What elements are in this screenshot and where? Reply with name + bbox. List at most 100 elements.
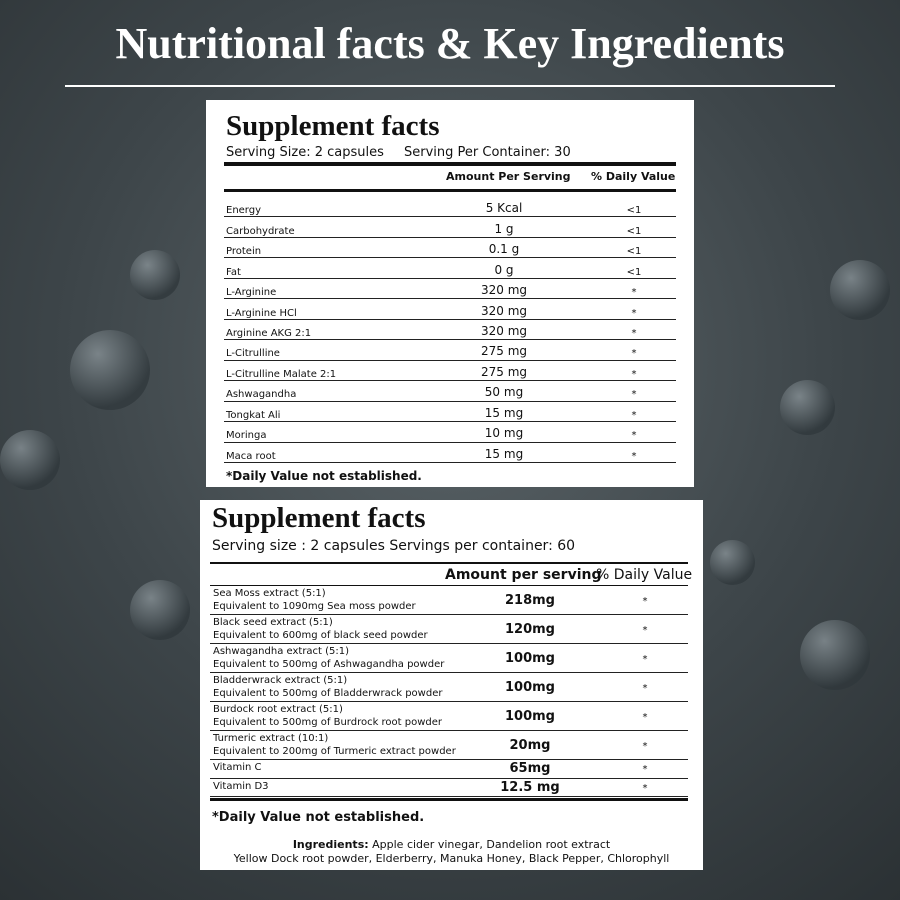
title-rule	[65, 85, 835, 87]
table-row: Tongkat Ali 15 mg *	[224, 402, 676, 423]
ingredient-equivalent: Equivalent to 200mg of Turmeric extract …	[213, 746, 456, 757]
ingredients: Ingredients: Apple cider vinegar, Dandel…	[200, 838, 703, 851]
table-row: Bladderwrack extract (5:1) Equivalent to …	[210, 673, 688, 702]
amount: 320 mg	[480, 323, 528, 338]
ingredient-name: Vitamin C	[213, 762, 262, 773]
ingredient-name: Vitamin D3	[213, 780, 269, 792]
molecule	[130, 580, 190, 640]
daily-value: *	[631, 287, 637, 299]
divider	[210, 798, 688, 801]
daily-value: *	[631, 307, 637, 319]
ingredient-equivalent: Equivalent to 500mg of Bladderwrack powd…	[213, 688, 443, 699]
ingredient-equivalent: Equivalent to 500mg of Ashwagandha powde…	[213, 659, 445, 670]
table-row: Turmeric extract (10:1) Equivalent to 200…	[210, 731, 688, 760]
nutrient-name: Maca root	[226, 450, 276, 462]
amount: 120mg	[505, 621, 555, 637]
amount: 5 Kcal	[485, 201, 523, 216]
daily-value: *	[642, 740, 648, 752]
amount: 0 g	[494, 262, 514, 277]
daily-value: *	[642, 595, 648, 607]
ingredient-name: Bladderwrack extract (5:1)	[213, 675, 348, 686]
ingredient-name: Sea Moss extract (5:1)	[213, 588, 326, 599]
facts-panel: Supplement facts Serving size : 2 capsul…	[200, 500, 703, 870]
amount: 320 mg	[480, 303, 528, 318]
daily-value: <1	[626, 266, 642, 278]
amount: 10 mg	[484, 426, 524, 441]
column-header: Amount Per Serving	[446, 170, 571, 183]
molecule	[800, 620, 870, 690]
amount: 50 mg	[484, 385, 524, 400]
panel-title: Supplement facts	[212, 502, 426, 534]
ingredient-name: Black seed extract (5:1)	[213, 617, 333, 628]
ingredient-name: Burdock root extract (5:1)	[213, 704, 343, 715]
table-row: L-Citrulline Malate 2:1 275 mg *	[224, 361, 676, 382]
nutrient-name: Moringa	[226, 430, 267, 442]
nutrient-name: Arginine AKG 2:1	[226, 327, 312, 339]
amount: 0.1 g	[488, 242, 520, 257]
table-row: Fat 0 g <1	[224, 258, 676, 279]
nutrient-name: L-Arginine	[226, 287, 277, 299]
ingredients-label: Ingredients:	[292, 838, 369, 851]
table-row: Burdock root extract (5:1) Equivalent to …	[210, 702, 688, 731]
divider	[210, 562, 688, 564]
table-row: L-Arginine HCl 320 mg *	[224, 299, 676, 320]
divider	[224, 189, 676, 192]
table-row: Ashwagandha extract (5:1) Equivalent to 5…	[210, 644, 688, 673]
divider	[210, 585, 688, 586]
table-row: Arginine AKG 2:1 320 mg *	[224, 320, 676, 341]
amount: 65mg	[509, 761, 551, 777]
amount: 12.5 mg	[500, 779, 560, 795]
molecule	[710, 540, 755, 585]
footnote: *Daily Value not established.	[226, 469, 422, 483]
amount: 100mg	[505, 650, 555, 666]
ingredient-equivalent: Equivalent to 500mg of Burdrock root pow…	[213, 717, 443, 728]
daily-value: *	[631, 430, 637, 442]
amount: 100mg	[505, 679, 555, 695]
facts-panel: Supplement facts Serving Size: 2 capsule…	[206, 100, 694, 487]
nutrient-name: L-Citrulline Malate 2:1	[226, 368, 337, 380]
table-row: Vitamin D3 12.5 mg *	[210, 779, 688, 797]
servings-per-container: Serving Per Container: 30	[404, 145, 571, 160]
daily-value: *	[631, 368, 637, 380]
table-row: Protein 0.1 g <1	[224, 238, 676, 259]
molecule	[830, 260, 890, 320]
nutrient-name: L-Citrulline	[226, 348, 280, 360]
amount: 275 mg	[480, 364, 528, 379]
amount: 1 g	[494, 221, 514, 236]
daily-value: *	[642, 653, 648, 665]
column-header: % Daily Value	[591, 170, 676, 183]
nutrient-name: Tongkat Ali	[226, 409, 281, 421]
molecule	[130, 250, 180, 300]
amount: 100mg	[505, 708, 555, 724]
table-row: Vitamin C 65mg *	[210, 760, 688, 779]
daily-value: *	[642, 782, 648, 794]
daily-value: *	[631, 389, 637, 401]
ingredient-name: Turmeric extract (10:1)	[213, 733, 329, 744]
daily-value: *	[642, 711, 648, 723]
molecule	[780, 380, 835, 435]
daily-value: *	[631, 450, 637, 462]
amount: 15 mg	[484, 446, 524, 461]
molecule	[70, 330, 150, 410]
table-row: Moringa 10 mg *	[224, 422, 676, 443]
table-row: Sea Moss extract (5:1) Equivalent to 1090…	[210, 586, 688, 615]
daily-value: *	[642, 764, 648, 776]
amount: 320 mg	[480, 283, 528, 298]
serving-size: Serving size : 2 capsules Servings per c…	[212, 538, 576, 554]
table-row: Maca root 15 mg *	[224, 443, 676, 463]
nutrient-name: Carbohydrate	[226, 225, 295, 237]
daily-value: <1	[626, 225, 642, 237]
ingredient-equivalent: Equivalent to 1090mg Sea moss powder	[213, 601, 416, 612]
ingredients-line: Yellow Dock root powder, Elderberry, Man…	[233, 852, 670, 865]
amount: 15 mg	[484, 405, 524, 420]
divider	[224, 162, 676, 166]
nutrient-name: Fat	[226, 266, 241, 278]
nutrient-name: Energy	[226, 205, 262, 217]
column-header: Amount per serving	[445, 567, 602, 583]
column-header: % Daily Value	[596, 567, 693, 583]
footnote: *Daily Value not established.	[212, 810, 425, 825]
daily-value: <1	[626, 246, 642, 258]
amount: 20mg	[509, 737, 551, 753]
daily-value: *	[631, 327, 637, 339]
